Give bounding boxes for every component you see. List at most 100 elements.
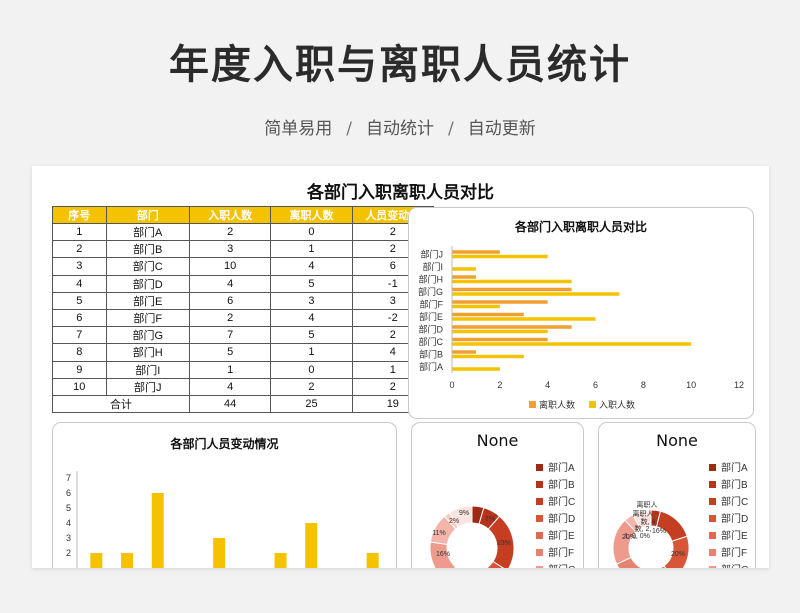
data-label: 20% bbox=[622, 534, 636, 541]
data-label: 数, 2, bbox=[635, 524, 652, 533]
table-cell[interactable]: 部门B bbox=[105, 240, 190, 259]
table-cell[interactable]: 部门E bbox=[105, 291, 190, 310]
bar[interactable] bbox=[213, 538, 226, 568]
legend-label: 部门E bbox=[721, 529, 748, 542]
pie-slice[interactable] bbox=[448, 505, 473, 528]
table-cell[interactable]: 1 bbox=[52, 222, 107, 242]
table-cell[interactable]: 4 bbox=[270, 257, 353, 276]
table-cell[interactable]: 部门A bbox=[105, 222, 190, 242]
pie-slice[interactable] bbox=[646, 565, 673, 568]
bar[interactable] bbox=[366, 553, 379, 568]
bar[interactable] bbox=[151, 493, 164, 568]
table-cell[interactable]: 2 bbox=[52, 240, 107, 259]
table-cell[interactable]: 1 bbox=[188, 360, 272, 379]
bar[interactable] bbox=[452, 342, 692, 346]
table-cell[interactable]: 部门H bbox=[105, 343, 190, 362]
table-cell[interactable]: 4 bbox=[52, 274, 107, 293]
bar[interactable] bbox=[452, 337, 548, 342]
bar[interactable] bbox=[452, 267, 476, 271]
table-cell[interactable]: 0 bbox=[270, 360, 353, 379]
bar[interactable] bbox=[452, 287, 572, 292]
table-cell[interactable]: 6 bbox=[52, 308, 107, 328]
category-label: 部门B bbox=[419, 348, 443, 359]
table-cell[interactable]: 5 bbox=[270, 274, 353, 293]
bar[interactable] bbox=[452, 312, 524, 317]
table-cell[interactable]: 10 bbox=[52, 377, 107, 396]
hire-donut-title: None bbox=[476, 431, 519, 450]
table-cell[interactable]: 0 bbox=[270, 222, 353, 242]
data-label: 数, 4, bbox=[641, 517, 658, 526]
table-cell[interactable]: 4 bbox=[188, 274, 272, 293]
table-cell[interactable]: 部门D bbox=[105, 274, 190, 293]
table-cell[interactable]: 2 bbox=[188, 222, 272, 242]
table-cell[interactable]: 1 bbox=[270, 240, 353, 259]
table-cell[interactable]: 1 bbox=[270, 343, 353, 362]
legend-swatch bbox=[536, 532, 543, 539]
table-cell[interactable]: 10 bbox=[188, 257, 272, 276]
bar[interactable] bbox=[452, 367, 500, 371]
table-cell[interactable]: 部门C bbox=[105, 257, 190, 276]
pie-slice[interactable] bbox=[482, 560, 507, 568]
total-hire-cell[interactable]: 44 bbox=[188, 394, 272, 414]
table-cell[interactable]: 4 bbox=[270, 308, 353, 328]
table-cell[interactable]: 3 bbox=[270, 291, 353, 310]
table-cell[interactable]: 5 bbox=[188, 343, 272, 362]
hire-donut-card[interactable]: None 7% 23% 9% 16% 11% 2% 9% 部门A 部门B 部门C 部门D 部门E 部门F… bbox=[411, 422, 584, 568]
bar[interactable] bbox=[305, 523, 318, 568]
bar[interactable] bbox=[452, 250, 500, 254]
col-header-dept[interactable]: 部门 bbox=[105, 206, 190, 224]
legend-label: 部门D bbox=[548, 512, 575, 525]
legend-swatch bbox=[709, 515, 716, 522]
change-chart-card[interactable]: 各部门人员变动情况 2 3 4 5 6 7 bbox=[52, 422, 397, 568]
col-header-index[interactable]: 序号 bbox=[52, 206, 107, 224]
bar[interactable] bbox=[452, 292, 620, 296]
col-header-leave[interactable]: 离职人数 bbox=[270, 206, 353, 224]
bar[interactable] bbox=[452, 350, 476, 354]
bar[interactable] bbox=[452, 300, 548, 304]
total-label-cell[interactable]: 合计 bbox=[52, 394, 190, 414]
table-cell[interactable]: 3 bbox=[188, 240, 272, 259]
bar[interactable] bbox=[121, 553, 134, 568]
feature-tags: 简单易用 / 自动统计 / 自动更新 bbox=[0, 114, 800, 139]
data-label: 20% bbox=[671, 551, 685, 558]
table-cell[interactable]: 8 bbox=[52, 343, 107, 362]
table-cell[interactable]: 部门G bbox=[105, 326, 190, 345]
pie-slice[interactable] bbox=[655, 510, 688, 542]
tick-label: 2 bbox=[497, 380, 502, 390]
table-cell[interactable]: 5 bbox=[52, 291, 107, 310]
table-cell[interactable]: 3 bbox=[52, 257, 107, 276]
table-cell[interactable]: 部门F bbox=[105, 308, 190, 328]
bar[interactable] bbox=[452, 304, 500, 309]
bar[interactable] bbox=[452, 275, 476, 279]
table-cell[interactable]: 7 bbox=[188, 326, 272, 345]
table-cell[interactable]: 6 bbox=[188, 291, 272, 310]
bar[interactable] bbox=[452, 329, 548, 334]
table-cell[interactable]: 部门J bbox=[105, 377, 190, 396]
compare-chart-card[interactable]: 各部门入职离职人员对比 部门A 部门B 部门C 部门D 部门E 部门F 部门G 部门H 部门I 部… bbox=[408, 207, 754, 419]
bar[interactable] bbox=[452, 279, 572, 284]
bar[interactable] bbox=[274, 553, 287, 568]
table-cell[interactable]: 部门I bbox=[105, 360, 190, 379]
bar[interactable] bbox=[452, 254, 548, 259]
category-label: 部门A bbox=[419, 361, 443, 372]
table-cell[interactable]: 5 bbox=[270, 326, 353, 345]
table-cell[interactable]: 2 bbox=[188, 308, 272, 328]
table-cell[interactable]: 2 bbox=[270, 377, 353, 396]
table-cell[interactable]: 4 bbox=[188, 377, 272, 396]
bar[interactable] bbox=[452, 317, 596, 321]
table-row: 7 部门G 7 5 2 bbox=[52, 326, 435, 345]
table-cell[interactable]: 7 bbox=[52, 326, 107, 345]
col-header-hire[interactable]: 入职人数 bbox=[188, 206, 272, 224]
pie-slice[interactable] bbox=[663, 535, 690, 568]
leave-donut-card[interactable]: None 离职人 离职人 数, 4, 数, 2, 1, 0, 0% 16% 20% 20% 16… bbox=[598, 422, 756, 568]
bar[interactable] bbox=[90, 553, 103, 568]
bar[interactable] bbox=[452, 354, 524, 359]
total-leave-cell[interactable]: 25 bbox=[270, 394, 353, 414]
bar[interactable] bbox=[452, 325, 572, 329]
pie-slice[interactable] bbox=[632, 509, 652, 530]
pie-slice[interactable] bbox=[487, 515, 515, 568]
table-cell[interactable]: 9 bbox=[52, 360, 107, 379]
legend-label: 入职人数 bbox=[599, 399, 635, 410]
